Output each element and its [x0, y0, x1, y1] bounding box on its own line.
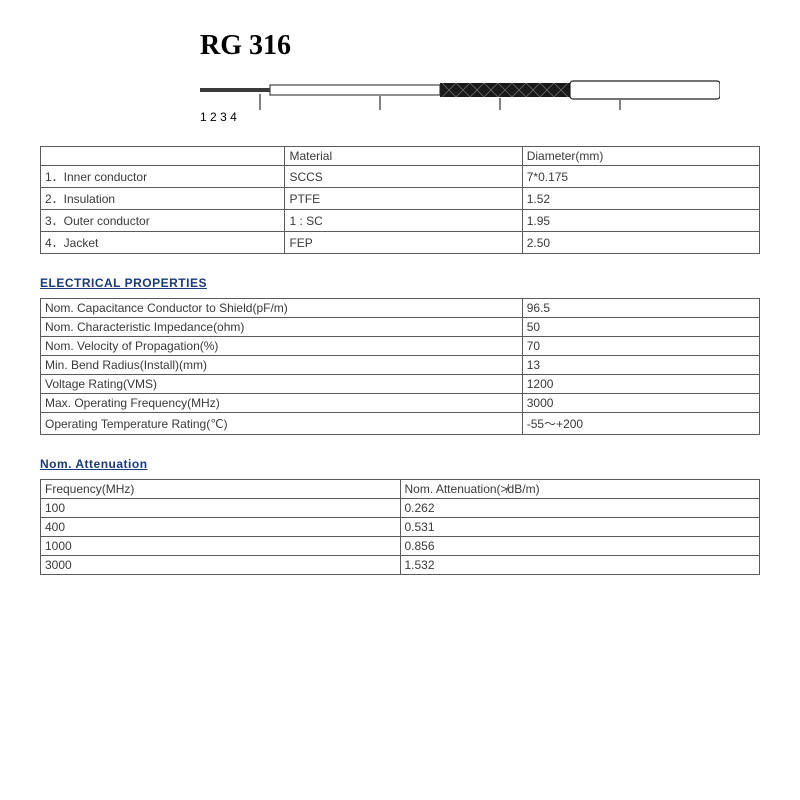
electrical-heading: ELECTRICAL PROPERTIES: [40, 276, 760, 290]
table-cell: 1.95: [522, 210, 759, 232]
construction-table: Material Diameter(mm) 1．Inner conductor …: [40, 146, 760, 254]
table-cell: 1200: [522, 375, 759, 394]
table-cell: 100: [41, 499, 401, 518]
table-cell: Nom. Characteristic Impedance(ohm): [41, 318, 523, 337]
table-cell: Operating Temperature Rating(℃): [41, 413, 523, 435]
table-cell: 70: [522, 337, 759, 356]
table-cell: Frequency(MHz): [41, 480, 401, 499]
table-row: 1000 0.856: [41, 537, 760, 556]
table-cell: [41, 147, 285, 166]
table-cell: Nom. Velocity of Propagation(%): [41, 337, 523, 356]
table-cell: 0.856: [400, 537, 760, 556]
diagram-label-2: 2: [210, 110, 217, 124]
attenuation-table: Frequency(MHz) Nom. Attenuation(≯dB/m) 1…: [40, 479, 760, 575]
table-cell: Material: [285, 147, 522, 166]
cable-cross-section: [200, 70, 720, 110]
layer-insulation: [270, 85, 440, 95]
table-cell: 1000: [41, 537, 401, 556]
table-cell: 0.262: [400, 499, 760, 518]
table-cell: 2.50: [522, 232, 759, 254]
table-row: Material Diameter(mm): [41, 147, 760, 166]
table-cell: 0.531: [400, 518, 760, 537]
table-cell: SCCS: [285, 166, 522, 188]
table-cell: 2．Insulation: [41, 188, 285, 210]
table-row: Min. Bend Radius(Install)(mm) 13: [41, 356, 760, 375]
table-row: Operating Temperature Rating(℃) -55～+200: [41, 413, 760, 435]
table-cell: PTFE: [285, 188, 522, 210]
table-row: Frequency(MHz) Nom. Attenuation(≯dB/m): [41, 480, 760, 499]
table-row: 4．Jacket FEP 2.50: [41, 232, 760, 254]
table-cell: 3．Outer conductor: [41, 210, 285, 232]
electrical-table: Nom. Capacitance Conductor to Shield(pF/…: [40, 298, 760, 435]
table-row: 2．Insulation PTFE 1.52: [41, 188, 760, 210]
product-title: RG 316: [200, 30, 760, 62]
table-cell: 1 : SC: [285, 210, 522, 232]
diagram-label-4: 4: [230, 110, 237, 124]
table-cell: 7*0.175: [522, 166, 759, 188]
table-cell: 4．Jacket: [41, 232, 285, 254]
table-cell: 13: [522, 356, 759, 375]
table-cell: 400: [41, 518, 401, 537]
table-cell: 3000: [41, 556, 401, 575]
table-row: Nom. Velocity of Propagation(%) 70: [41, 337, 760, 356]
diagram-labels: 1 2 3 4: [200, 110, 720, 136]
attenuation-heading: Nom. Attenuation: [40, 457, 760, 471]
table-cell: 1.532: [400, 556, 760, 575]
table-cell: 1．Inner conductor: [41, 166, 285, 188]
table-row: 400 0.531: [41, 518, 760, 537]
table-cell: Nom. Capacitance Conductor to Shield(pF/…: [41, 299, 523, 318]
table-cell: Diameter(mm): [522, 147, 759, 166]
table-cell: Max. Operating Frequency(MHz): [41, 394, 523, 413]
table-row: 100 0.262: [41, 499, 760, 518]
table-cell: 50: [522, 318, 759, 337]
table-cell: 96.5: [522, 299, 759, 318]
table-cell: Min. Bend Radius(Install)(mm): [41, 356, 523, 375]
table-row: Max. Operating Frequency(MHz) 3000: [41, 394, 760, 413]
table-cell: Nom. Attenuation(≯dB/m): [400, 480, 760, 499]
diagram-label-1: 1: [200, 110, 207, 124]
table-row: 3．Outer conductor 1 : SC 1.95: [41, 210, 760, 232]
diagram-label-3: 3: [220, 110, 227, 124]
table-row: 1．Inner conductor SCCS 7*0.175: [41, 166, 760, 188]
cable-diagram: 1 2 3 4: [200, 70, 720, 136]
layer-jacket: [570, 81, 720, 99]
table-row: Voltage Rating(VMS) 1200: [41, 375, 760, 394]
layer-inner-conductor: [200, 88, 270, 92]
table-row: Nom. Characteristic Impedance(ohm) 50: [41, 318, 760, 337]
table-cell: 3000: [522, 394, 759, 413]
table-cell: -55～+200: [522, 413, 759, 435]
table-row: 3000 1.532: [41, 556, 760, 575]
table-cell: Voltage Rating(VMS): [41, 375, 523, 394]
table-cell: FEP: [285, 232, 522, 254]
table-row: Nom. Capacitance Conductor to Shield(pF/…: [41, 299, 760, 318]
table-cell: 1.52: [522, 188, 759, 210]
